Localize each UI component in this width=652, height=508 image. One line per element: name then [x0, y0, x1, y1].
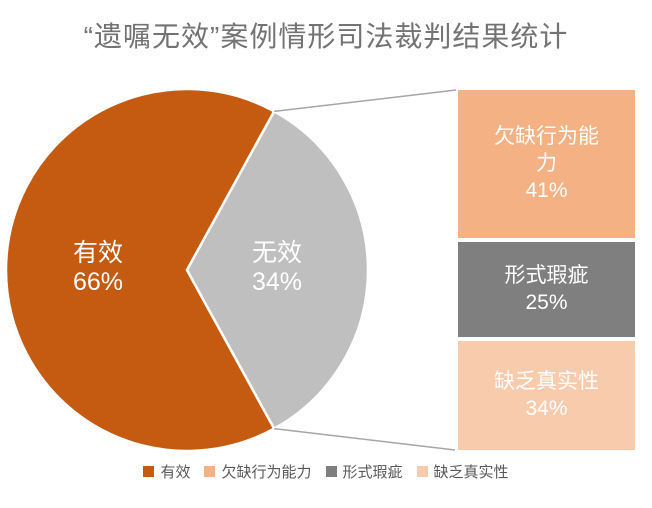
- legend-item-formal-defect[interactable]: 形式瑕疵: [325, 461, 403, 482]
- segment-pct: 25%: [525, 291, 568, 315]
- legend-swatch-icon: [204, 466, 216, 477]
- legend-swatch-icon: [416, 466, 428, 477]
- legend-item-valid[interactable]: 有效: [143, 461, 190, 482]
- segment-label: 欠缺行为能力: [494, 125, 599, 176]
- legend-label: 缺乏真实性: [433, 464, 509, 481]
- legend-item-lack-of-authenticity[interactable]: 缺乏真实性: [416, 461, 509, 482]
- segment-pct: 41%: [525, 179, 568, 203]
- connector-line-top: [274, 89, 457, 113]
- breakdown-bar: 欠缺行为能力 41% 形式瑕疵 25% 缺乏真实性 34%: [458, 90, 635, 450]
- connector-line-bottom: [274, 427, 456, 451]
- legend-label: 形式瑕疵: [342, 464, 403, 481]
- legend-label: 有效: [160, 464, 191, 481]
- breakdown-segment-lack-of-authenticity[interactable]: 缺乏真实性 34%: [458, 340, 635, 450]
- breakdown-segment-lack-of-capacity[interactable]: 欠缺行为能力 41%: [458, 90, 635, 238]
- legend-item-lack-of-capacity[interactable]: 欠缺行为能力: [204, 461, 312, 482]
- segment-pct: 34%: [525, 397, 568, 421]
- legend-label: 欠缺行为能力: [221, 464, 312, 481]
- legend-swatch-icon: [325, 466, 337, 477]
- chart-legend: 有效 欠缺行为能力 形式瑕疵 缺乏真实性: [0, 461, 652, 482]
- pie-slice-valid[interactable]: [4, 87, 276, 453]
- segment-label: 缺乏真实性: [494, 370, 599, 394]
- legend-swatch-icon: [143, 466, 155, 477]
- chart-title: “遗嘱无效”案例情形司法裁判结果统计: [83, 21, 569, 52]
- breakdown-segment-formal-defect[interactable]: 形式瑕疵 25%: [458, 241, 635, 337]
- pie-slice-invalid[interactable]: [185, 110, 370, 430]
- segment-label: 形式瑕疵: [504, 264, 589, 288]
